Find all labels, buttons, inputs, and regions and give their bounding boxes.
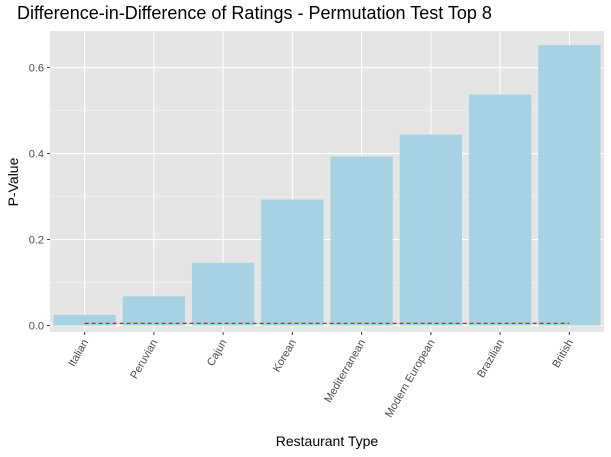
x-tick-label: Korean	[271, 338, 299, 375]
x-tick-label: Brazilian	[475, 338, 506, 381]
chart-title: Difference-in-Difference of Ratings - Pe…	[17, 3, 492, 23]
x-tick-label: Mediterranean	[322, 338, 368, 405]
bar-modern-european	[399, 134, 463, 326]
x-tick-label: British	[550, 338, 576, 370]
bar-layer	[53, 45, 601, 326]
x-tick-label: Peruvian	[128, 338, 160, 382]
bar-italian	[53, 314, 116, 326]
x-axis: Italian Peruvian Cajun Korean Mediterranean M…	[66, 332, 576, 420]
bar-korean	[261, 199, 324, 326]
bar-british	[538, 45, 601, 326]
y-axis-title: P-Value	[5, 157, 21, 206]
x-tick-label: Modern European	[383, 338, 437, 420]
y-tick-label: 0.0	[29, 321, 44, 333]
x-tick-label: Cajun	[205, 338, 230, 369]
y-axis: 0.0 0.2 0.4 0.6	[29, 63, 50, 333]
y-tick-label: 0.2	[29, 235, 44, 247]
bar-peruvian	[122, 296, 186, 326]
bar-cajun	[191, 262, 255, 326]
x-axis-title: Restaurant Type	[276, 433, 379, 449]
bar-mediterranean	[330, 156, 393, 326]
x-tick-label: Italian	[66, 338, 91, 369]
y-tick-label: 0.6	[29, 63, 44, 75]
bar-brazilian	[468, 94, 532, 326]
y-tick-label: 0.4	[29, 149, 44, 161]
